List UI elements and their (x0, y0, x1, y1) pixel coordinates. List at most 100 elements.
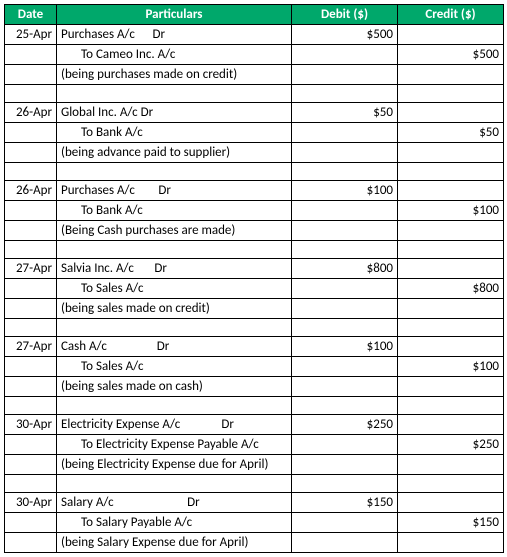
cell-particulars (57, 475, 292, 493)
cell-credit (398, 397, 504, 415)
cell-particulars: Purchases A/c Dr (57, 25, 292, 45)
cell-particulars: To Cameo Inc. A/c (57, 45, 292, 65)
cell-credit (398, 241, 504, 259)
cell-particulars: To Electricity Expense Payable A/c (57, 435, 292, 455)
cell-credit (398, 299, 504, 319)
cell-particulars: (Being Cash purchases are made) (57, 221, 292, 241)
cell-debit (292, 85, 398, 103)
col-date: Date (5, 5, 57, 25)
cell-credit (398, 533, 504, 553)
cell-debit: $100 (292, 337, 398, 357)
cell-particulars: Cash A/c Dr (57, 337, 292, 357)
cell-credit: $50 (398, 123, 504, 143)
cell-date (5, 435, 57, 455)
table-row: To Sales A/c $100 (5, 357, 504, 377)
cell-credit (398, 259, 504, 279)
cell-particulars (57, 397, 292, 415)
cell-particulars: To Sales A/c (57, 357, 292, 377)
table-row: To Salary Payable A/c $150 (5, 513, 504, 533)
cell-date (5, 357, 57, 377)
cell-particulars: (being purchases made on credit) (57, 65, 292, 85)
cell-particulars: (being Salary Expense due for April) (57, 533, 292, 553)
cell-date (5, 85, 57, 103)
cell-date: 27-Apr (5, 337, 57, 357)
cell-debit (292, 435, 398, 455)
table-row: (being sales made on cash) (5, 377, 504, 397)
table-row: To Cameo Inc. A/c $500 (5, 45, 504, 65)
cell-credit (398, 319, 504, 337)
cell-debit (292, 357, 398, 377)
table-row: (being Electricity Expense due for April… (5, 455, 504, 475)
cell-date (5, 65, 57, 85)
cell-debit (292, 163, 398, 181)
table-row: 27-AprSalvia Inc. A/c Dr$800 (5, 259, 504, 279)
cell-debit (292, 299, 398, 319)
cell-credit: $100 (398, 201, 504, 221)
col-particulars: Particulars (57, 5, 292, 25)
cell-credit (398, 377, 504, 397)
cell-particulars: To Salary Payable A/c (57, 513, 292, 533)
cell-credit (398, 103, 504, 123)
cell-debit: $500 (292, 25, 398, 45)
table-row: 30-AprElectricity Expense A/c Dr$250 (5, 415, 504, 435)
cell-date (5, 397, 57, 415)
cell-date: 26-Apr (5, 103, 57, 123)
col-credit: Credit ($) (398, 5, 504, 25)
cell-date (5, 143, 57, 163)
cell-credit: $800 (398, 279, 504, 299)
table-row: 26-AprPurchases A/c Dr$100 (5, 181, 504, 201)
table-row: 26-AprGlobal Inc. A/c Dr$50 (5, 103, 504, 123)
cell-debit: $800 (292, 259, 398, 279)
cell-particulars (57, 163, 292, 181)
cell-date: 26-Apr (5, 181, 57, 201)
table-row (5, 319, 504, 337)
table-row: (being purchases made on credit) (5, 65, 504, 85)
table-row: (being advance paid to supplier) (5, 143, 504, 163)
cell-debit (292, 533, 398, 553)
header-row: Date Particulars Debit ($) Credit ($) (5, 5, 504, 25)
table-row: 25-AprPurchases A/c Dr$500 (5, 25, 504, 45)
table-row: (Being Cash purchases are made) (5, 221, 504, 241)
cell-credit (398, 415, 504, 435)
cell-debit: $250 (292, 415, 398, 435)
cell-credit (398, 65, 504, 85)
cell-credit (398, 337, 504, 357)
cell-credit: $250 (398, 435, 504, 455)
cell-debit (292, 455, 398, 475)
cell-debit (292, 45, 398, 65)
cell-credit (398, 85, 504, 103)
table-row: To Sales A/c$800 (5, 279, 504, 299)
cell-credit (398, 475, 504, 493)
cell-particulars: Electricity Expense A/c Dr (57, 415, 292, 435)
cell-particulars (57, 319, 292, 337)
cell-date (5, 533, 57, 553)
cell-debit: $100 (292, 181, 398, 201)
cell-debit (292, 201, 398, 221)
cell-debit (292, 513, 398, 533)
cell-date (5, 123, 57, 143)
cell-particulars: (being sales made on credit) (57, 299, 292, 319)
table-row (5, 85, 504, 103)
table-row: (being sales made on credit) (5, 299, 504, 319)
cell-date (5, 377, 57, 397)
cell-date (5, 319, 57, 337)
cell-credit (398, 221, 504, 241)
table-row: 27-AprCash A/c Dr$100 (5, 337, 504, 357)
cell-credit (398, 163, 504, 181)
table-row: To Electricity Expense Payable A/c $250 (5, 435, 504, 455)
cell-date: 30-Apr (5, 415, 57, 435)
cell-date (5, 299, 57, 319)
cell-credit (398, 181, 504, 201)
cell-date (5, 201, 57, 221)
table-row: (being Salary Expense due for April) (5, 533, 504, 553)
cell-credit: $150 (398, 513, 504, 533)
cell-date (5, 279, 57, 299)
cell-particulars: (being Electricity Expense due for April… (57, 455, 292, 475)
cell-date: 25-Apr (5, 25, 57, 45)
cell-debit (292, 377, 398, 397)
cell-date (5, 455, 57, 475)
cell-credit: $500 (398, 45, 504, 65)
cell-credit: $100 (398, 357, 504, 377)
cell-debit (292, 221, 398, 241)
journal-table: Date Particulars Debit ($) Credit ($) 25… (4, 4, 504, 553)
